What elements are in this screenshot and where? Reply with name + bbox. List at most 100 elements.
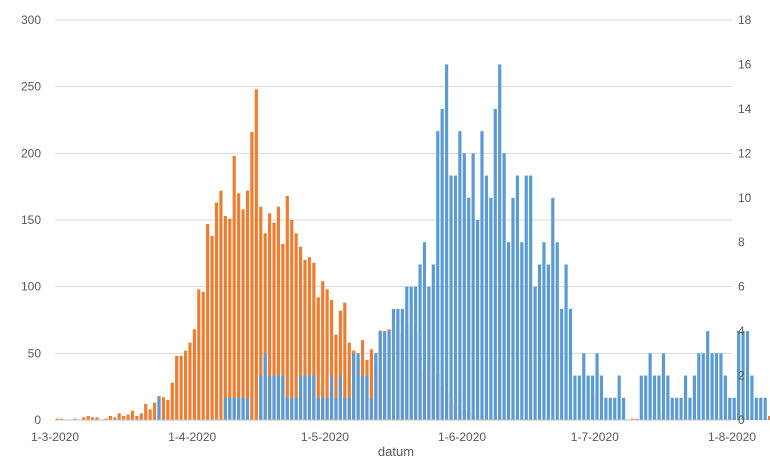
bar-left-series	[369, 349, 373, 420]
bar-left-series	[281, 244, 285, 420]
bar-right-series	[303, 375, 307, 420]
y-right-tick-label: 12	[738, 146, 752, 160]
bar-left-series	[201, 292, 205, 420]
bar-left-series	[298, 246, 303, 420]
bar-right-series	[732, 397, 736, 420]
bar-right-series	[737, 331, 741, 420]
bar-right-series	[360, 375, 365, 420]
y-right-tick-labels: 0 2 4 6 8 10 12 14 16 18	[738, 13, 752, 427]
gridlines	[55, 19, 732, 354]
bar-right-series	[445, 64, 449, 420]
bar-right-series	[560, 308, 564, 420]
bar-right-series	[298, 375, 303, 420]
bar-right-series	[241, 397, 245, 420]
bar-right-series	[551, 197, 555, 420]
bar-left-series	[82, 417, 86, 420]
bar-right-series	[697, 353, 701, 420]
bar-left-series	[219, 190, 223, 420]
bar-left-series	[343, 302, 347, 420]
bar-right-series	[285, 397, 289, 420]
bar-right-series	[325, 397, 329, 420]
x-tick-label: 1-4-2020	[168, 430, 216, 444]
bar-left-series	[197, 289, 201, 420]
bar-right-series	[391, 308, 396, 420]
bar-right-series	[458, 131, 462, 421]
bar-right-series	[307, 375, 312, 420]
bar-right-series	[378, 331, 382, 420]
bar-right-series	[409, 286, 413, 420]
bar-right-series	[582, 353, 586, 420]
bar-left-series	[635, 418, 639, 420]
bar-right-series	[232, 397, 236, 420]
bar-right-series	[613, 397, 617, 420]
bar-right-series	[480, 131, 484, 421]
bar-right-series	[591, 375, 595, 420]
bar-right-series	[750, 375, 754, 420]
bar-right-series	[228, 397, 232, 420]
bar-right-series	[449, 175, 453, 420]
bar-right-series	[316, 397, 320, 420]
x-tick-label: 1-5-2020	[301, 430, 349, 444]
bar-right-series	[692, 375, 696, 420]
bar-right-series	[498, 64, 502, 420]
bar-right-series	[723, 375, 727, 420]
bar-right-series	[657, 375, 661, 420]
bar-left-series	[148, 409, 152, 420]
bar-right-series	[555, 242, 559, 420]
bar-right-series	[529, 175, 533, 420]
bar-left-series	[166, 400, 170, 420]
bar-left-series	[228, 218, 232, 420]
bar-left-series	[334, 334, 338, 420]
bar-left-series	[237, 193, 241, 420]
bar-right-series	[648, 353, 652, 420]
bar-right-series	[515, 175, 519, 420]
bar-right-series	[679, 397, 683, 420]
y-right-tick-label: 0	[738, 413, 745, 427]
bar-right-series	[754, 397, 758, 420]
bar-right-series	[356, 353, 360, 420]
bar-left-series	[276, 206, 281, 420]
bar-left-series	[95, 417, 99, 420]
bar-right-series	[294, 397, 298, 420]
bar-left-series	[316, 297, 320, 420]
bar-left-series	[86, 416, 90, 420]
x-tick-labels: 1-3-2020 1-4-2020 1-5-2020 1-6-2020 1-7-2020…	[31, 430, 756, 444]
bar-right-series	[237, 397, 241, 420]
y-left-tick-label: 0	[34, 413, 41, 427]
bar-right-series	[542, 242, 546, 420]
bar-left-series	[73, 418, 77, 420]
bar-left-series	[113, 417, 117, 420]
bar-right-series	[383, 331, 387, 420]
bar-left-series	[307, 257, 312, 420]
x-tick-label: 1-6-2020	[438, 430, 486, 444]
bar-right-series	[617, 375, 621, 420]
bar-right-series	[352, 353, 356, 420]
bar-right-series	[431, 264, 435, 420]
bar-right-series	[268, 375, 272, 420]
y-right-tick-label: 18	[738, 13, 752, 27]
bar-right-series	[595, 353, 599, 420]
bar-left-series	[325, 289, 329, 420]
bar-right-series	[405, 286, 409, 420]
bar-left-series	[272, 222, 276, 420]
bar-left-series	[170, 382, 174, 420]
bar-left-series	[117, 413, 121, 420]
bar-right-series	[475, 220, 480, 420]
bar-right-series	[365, 375, 369, 420]
bar-left-series	[303, 260, 307, 420]
bar-right-series	[272, 375, 276, 420]
y-right-tick-label: 6	[738, 280, 745, 294]
bar-right-series	[462, 153, 466, 420]
x-tick-label: 1-8-2020	[708, 430, 756, 444]
y-right-tick-label: 8	[738, 235, 745, 249]
bar-right-series	[661, 353, 666, 420]
bar-left-series	[192, 329, 196, 420]
bar-right-series	[223, 397, 227, 420]
bar-left-series	[768, 416, 770, 420]
y-right-tick-label: 10	[738, 191, 752, 205]
bar-left-series	[130, 410, 135, 420]
x-tick-label: 1-7-2020	[571, 430, 619, 444]
bar-right-series	[396, 308, 400, 420]
y-left-tick-label: 150	[21, 213, 41, 227]
